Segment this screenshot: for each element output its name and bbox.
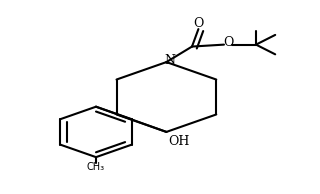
Text: OH: OH bbox=[169, 135, 190, 148]
Text: CH₃: CH₃ bbox=[87, 162, 105, 172]
Text: O: O bbox=[224, 36, 234, 49]
Text: O: O bbox=[193, 17, 204, 30]
Text: N: N bbox=[164, 54, 175, 67]
